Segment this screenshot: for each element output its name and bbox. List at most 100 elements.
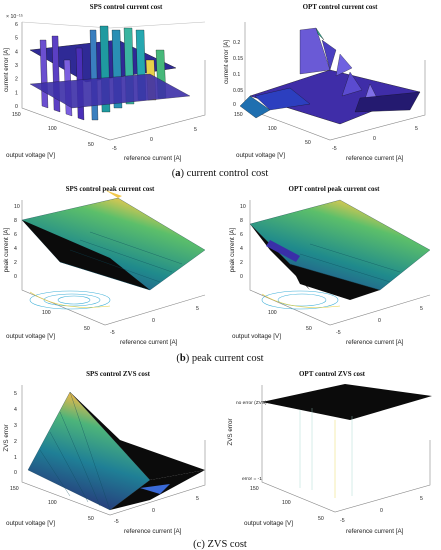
z-ticks: 0.2 0.15 0.1 0.05 0 xyxy=(233,40,243,108)
y-tick-label: 5 xyxy=(196,306,199,312)
x-ticks: 100 50 xyxy=(42,310,90,332)
z-tick-label: 6 xyxy=(15,22,18,28)
plot-title: OPT control ZVS cost xyxy=(299,370,366,378)
x-tick-label: 150 xyxy=(12,112,21,118)
y-axis-label: reference current [A] xyxy=(120,339,178,346)
x-tick-label: 100 xyxy=(268,310,277,316)
plot-sps-peak-current-cost: SPS control peak current cost peak curre… xyxy=(3,185,206,346)
z-tick-label: 8 xyxy=(240,218,243,224)
x-ticks: 150 100 50 xyxy=(12,112,94,148)
surface xyxy=(21,190,206,291)
z-tick-label: 2 xyxy=(15,77,18,83)
caption-letter: c xyxy=(197,539,202,550)
x-tick-label: 150 xyxy=(250,486,259,492)
x-ticks: 100 50 xyxy=(268,310,312,332)
z-tick-label: 6 xyxy=(14,232,17,238)
z-tick-label: 1 xyxy=(14,455,17,461)
z-axis-label: ZVS error xyxy=(3,424,10,451)
y-ticks: -5 0 5 xyxy=(340,496,423,524)
y-tick-label: 0 xyxy=(378,318,381,324)
surface xyxy=(262,384,432,498)
y-tick-label: 5 xyxy=(420,496,423,502)
z-tick-label: 10 xyxy=(240,204,246,210)
z-ticks: 10 8 6 4 2 0 xyxy=(14,204,20,280)
z-axis-label: current error [A] xyxy=(223,40,230,84)
surface xyxy=(249,199,431,300)
axis-box xyxy=(21,200,206,326)
y-tick-label: -5 xyxy=(110,330,115,336)
z-tick-label: 5 xyxy=(15,36,18,42)
caption-text: current control cost xyxy=(187,168,269,179)
z-tick-label: 4 xyxy=(14,246,17,252)
x-axis-label: output voltage [V] xyxy=(6,333,55,340)
z-tick-label: 6 xyxy=(240,232,243,238)
plot-opt-zvs-cost: OPT control ZVS cost ZVS error no error … xyxy=(227,370,432,535)
y-tick-label: 0 xyxy=(380,508,383,514)
x-tick-label: 50 xyxy=(88,142,94,148)
z-ticks: 10 8 6 4 2 0 xyxy=(240,204,246,280)
surface xyxy=(27,391,205,511)
y-tick-label: 0 xyxy=(373,136,376,142)
y-ticks: -5 0 5 xyxy=(336,306,423,336)
z-tick-label: 0.1 xyxy=(233,72,240,78)
x-ticks: 150 100 50 xyxy=(250,486,324,522)
plot-opt-peak-current-cost: OPT control peak current cost peak curre… xyxy=(229,185,431,346)
contours xyxy=(261,290,341,310)
caption-letter: a xyxy=(175,168,181,179)
x-tick-label: 50 xyxy=(305,140,311,146)
z-tick-label: 2 xyxy=(14,439,17,445)
z-tick-label: 10 xyxy=(14,204,20,210)
z-tick-label: 0.15 xyxy=(233,56,243,62)
plot-opt-current-cost: OPT control current cost current error [… xyxy=(223,3,426,162)
y-tick-label: -5 xyxy=(112,146,117,152)
y-tick-label: -5 xyxy=(114,519,119,525)
caption-a: (a) current control cost xyxy=(172,168,269,179)
y-tick-label: 0 xyxy=(152,508,155,514)
surface xyxy=(29,25,191,121)
x-tick-label: 100 xyxy=(42,310,51,316)
axis-box xyxy=(21,22,206,141)
y-tick-label: 0 xyxy=(150,137,153,143)
z-axis-label: current error [A] xyxy=(3,48,10,92)
plot-sps-zvs-cost: SPS control ZVS cost ZVS error 5 4 3 2 1… xyxy=(3,370,206,535)
z-tick-label: 0 xyxy=(233,102,236,108)
z-tick-label: 0 xyxy=(14,274,17,280)
z-tick-label: 4 xyxy=(240,246,243,252)
caption-text: peak current cost xyxy=(192,353,264,364)
x-tick-label: 50 xyxy=(88,516,94,522)
x-ticks: 150 100 50 xyxy=(234,112,311,146)
axis-box xyxy=(244,22,426,141)
y-axis-label: reference current [A] xyxy=(346,528,404,535)
x-tick-label: 100 xyxy=(48,500,57,506)
annotation-minus-one: error = -1 xyxy=(242,476,262,482)
z-tick-label: 0.05 xyxy=(233,88,243,94)
y-tick-label: 5 xyxy=(194,127,197,133)
x-tick-label: 50 xyxy=(318,516,324,522)
x-tick-label: 100 xyxy=(268,126,277,132)
z-axis-label: peak current [A] xyxy=(229,228,236,273)
x-axis-label: output voltage [V] xyxy=(232,333,281,340)
surface xyxy=(239,27,421,125)
z-tick-label: 0.2 xyxy=(233,40,240,46)
annotation-zero: no error (ZVS) = 0 xyxy=(236,400,275,406)
z-tick-label: 3 xyxy=(14,423,17,429)
y-axis-label: reference current [A] xyxy=(346,339,404,346)
plot-title: OPT control peak current cost xyxy=(289,185,381,193)
z-tick-label: 0 xyxy=(240,274,243,280)
y-tick-label: 0 xyxy=(152,318,155,324)
z-tick-label: 8 xyxy=(14,218,17,224)
contours xyxy=(29,290,111,310)
z-ticks: 5 4 3 2 1 0 xyxy=(14,391,17,476)
caption-letter: b xyxy=(180,353,186,364)
y-axis-label: reference current [A] xyxy=(346,155,404,162)
z-axis-label: ZVS error xyxy=(227,418,234,445)
z-tick-label: 2 xyxy=(240,260,243,266)
z-tick-label: 1 xyxy=(15,90,18,96)
x-tick-label: 150 xyxy=(10,486,19,492)
plot-title: SPS control peak current cost xyxy=(66,185,155,193)
plot-sps-current-cost: SPS control current cost × 10⁻¹⁵ current… xyxy=(3,3,206,162)
y-ticks: -5 0 5 xyxy=(112,127,197,152)
x-tick-label: 50 xyxy=(306,326,312,332)
caption-b: (b) peak current cost xyxy=(176,353,263,364)
y-tick-label: 5 xyxy=(196,496,199,502)
